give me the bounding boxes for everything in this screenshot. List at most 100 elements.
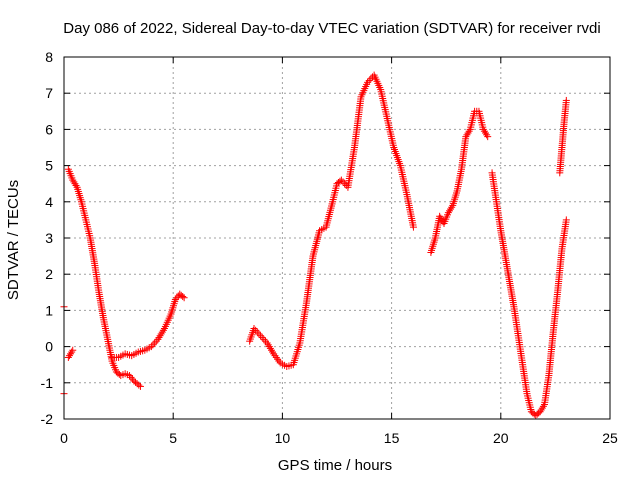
- data-point: [274, 355, 282, 363]
- data-point: [252, 326, 260, 334]
- data-point: [67, 350, 75, 358]
- data-point: [479, 125, 487, 133]
- data-point: [483, 131, 491, 139]
- y-tick-label: -2: [41, 411, 54, 427]
- data-point: [68, 348, 76, 356]
- data-point: [265, 343, 273, 351]
- y-tick-label: 3: [45, 230, 53, 246]
- data-point: [128, 375, 136, 383]
- data-point: [179, 293, 187, 301]
- data-point: [275, 357, 283, 365]
- data-point: [367, 75, 375, 83]
- data-point: [72, 182, 80, 190]
- data-point: [64, 353, 72, 361]
- data-point: [365, 77, 373, 85]
- data-point: [536, 408, 544, 416]
- data-point: [159, 326, 167, 334]
- y-tick-label: 6: [45, 121, 53, 137]
- data-point: [444, 209, 452, 217]
- data-point: [364, 78, 372, 86]
- data-point: [484, 133, 492, 141]
- x-tick-label: 10: [275, 430, 291, 446]
- data-point: [255, 330, 263, 338]
- chart-title: Day 086 of 2022, Sidereal Day-to-day VTE…: [63, 20, 600, 37]
- x-tick-label: 0: [60, 430, 68, 446]
- x-tick-label: 20: [493, 430, 509, 446]
- data-point: [135, 381, 143, 389]
- data-point: [463, 131, 471, 139]
- data-point: [152, 337, 160, 345]
- data-point: [337, 176, 345, 184]
- data-point: [339, 178, 347, 186]
- data-point: [155, 334, 163, 342]
- data-point: [436, 212, 444, 220]
- data-point: [127, 373, 135, 381]
- y-tick-label: 4: [45, 194, 53, 210]
- data-point: [270, 350, 278, 358]
- data-point: [257, 332, 265, 340]
- data-point: [465, 127, 473, 135]
- y-tick-label: -1: [41, 375, 54, 391]
- data-point: [409, 223, 417, 231]
- data-point: [253, 328, 261, 336]
- data-point: [174, 292, 182, 300]
- x-tick-label: 5: [169, 430, 177, 446]
- data-point: [447, 205, 455, 213]
- data-point: [65, 352, 73, 360]
- data-point: [258, 334, 266, 342]
- data-point: [70, 178, 78, 186]
- data-point: [151, 339, 159, 347]
- data-point: [445, 207, 453, 215]
- data-point: [437, 214, 445, 222]
- grid-lines: [64, 57, 610, 419]
- data-point: [250, 325, 258, 332]
- data-point: [147, 343, 155, 351]
- data-point: [154, 335, 162, 343]
- data-point: [562, 216, 570, 224]
- y-tick-label: 1: [45, 302, 53, 318]
- data-point: [180, 294, 188, 302]
- y-tick-label: 5: [45, 158, 53, 174]
- data-point: [69, 176, 77, 184]
- data-point: [482, 129, 490, 137]
- data-point: [126, 372, 134, 380]
- data-point: [438, 216, 446, 224]
- y-tick-label: 8: [45, 49, 53, 65]
- data-point: [264, 341, 272, 349]
- data-point: [156, 332, 164, 340]
- data-point: [269, 348, 277, 356]
- data-point: [171, 296, 179, 304]
- data-point: [260, 335, 268, 343]
- data-point: [562, 96, 570, 104]
- x-tick-label: 25: [602, 430, 618, 446]
- data-point: [69, 346, 77, 354]
- data-point: [267, 346, 275, 354]
- data-points: [60, 71, 570, 419]
- data-point: [480, 127, 488, 135]
- axis-ticks: 0 5 10 15 20 25 -2 -1 0 1 2 3 4 5 6 7 8: [41, 49, 618, 446]
- data-point: [149, 341, 157, 349]
- data-point: [136, 382, 144, 390]
- data-point: [336, 177, 344, 185]
- y-axis-label: SDTVAR / TECUs: [5, 180, 22, 300]
- y-tick-label: 0: [45, 339, 53, 355]
- y-tick-label: 2: [45, 266, 53, 282]
- data-point: [462, 133, 470, 141]
- x-axis-label: GPS time / hours: [278, 457, 392, 474]
- data-point: [537, 406, 545, 414]
- y-tick-label: 7: [45, 85, 53, 101]
- data-point: [271, 352, 279, 360]
- data-point: [538, 404, 546, 412]
- data-point: [158, 328, 166, 336]
- data-point: [266, 344, 274, 352]
- data-point: [341, 180, 349, 188]
- x-tick-label: 15: [384, 430, 400, 446]
- data-point: [173, 294, 181, 302]
- data-point: [261, 337, 269, 345]
- data-point: [448, 203, 456, 211]
- data-point: [157, 330, 165, 338]
- data-point: [539, 402, 547, 410]
- data-point: [464, 129, 472, 137]
- data-point: [272, 353, 280, 361]
